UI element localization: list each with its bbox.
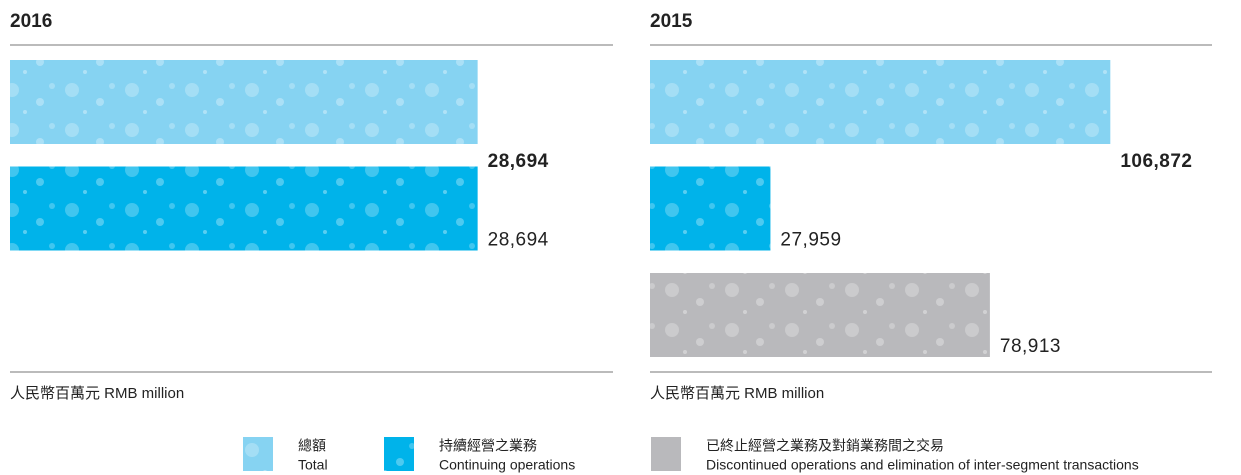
- value-label: 106,872: [1120, 151, 1192, 172]
- legend-label: 總額: [298, 438, 326, 454]
- legend-swatch: [651, 437, 681, 471]
- bar-texture: [10, 166, 478, 251]
- bar-texture: [10, 60, 478, 144]
- legend-label: Discontinued operations and elimination …: [706, 457, 1139, 473]
- value-label: 78,913: [1000, 336, 1061, 357]
- bar-texture: [650, 166, 771, 251]
- value-label: 28,694: [488, 230, 549, 251]
- value-label: 28,694: [488, 151, 549, 172]
- legend-label: 持續經營之業務: [439, 438, 537, 454]
- legend-texture: [384, 437, 414, 471]
- legend-label: 已終止經營之業務及對銷業務間之交易: [706, 438, 944, 454]
- unit-label: 人民幣百萬元 RMB million: [10, 385, 184, 402]
- legend-label: Total: [298, 457, 328, 473]
- chart-title: 2015: [650, 11, 693, 32]
- value-label: 27,959: [780, 230, 841, 251]
- bar-texture: [650, 273, 990, 357]
- legend-texture: [243, 437, 273, 471]
- bar-texture: [650, 60, 1111, 144]
- chart-title: 2016: [10, 11, 52, 32]
- legend-label: Continuing operations: [439, 457, 575, 473]
- unit-label: 人民幣百萬元 RMB million: [650, 385, 824, 402]
